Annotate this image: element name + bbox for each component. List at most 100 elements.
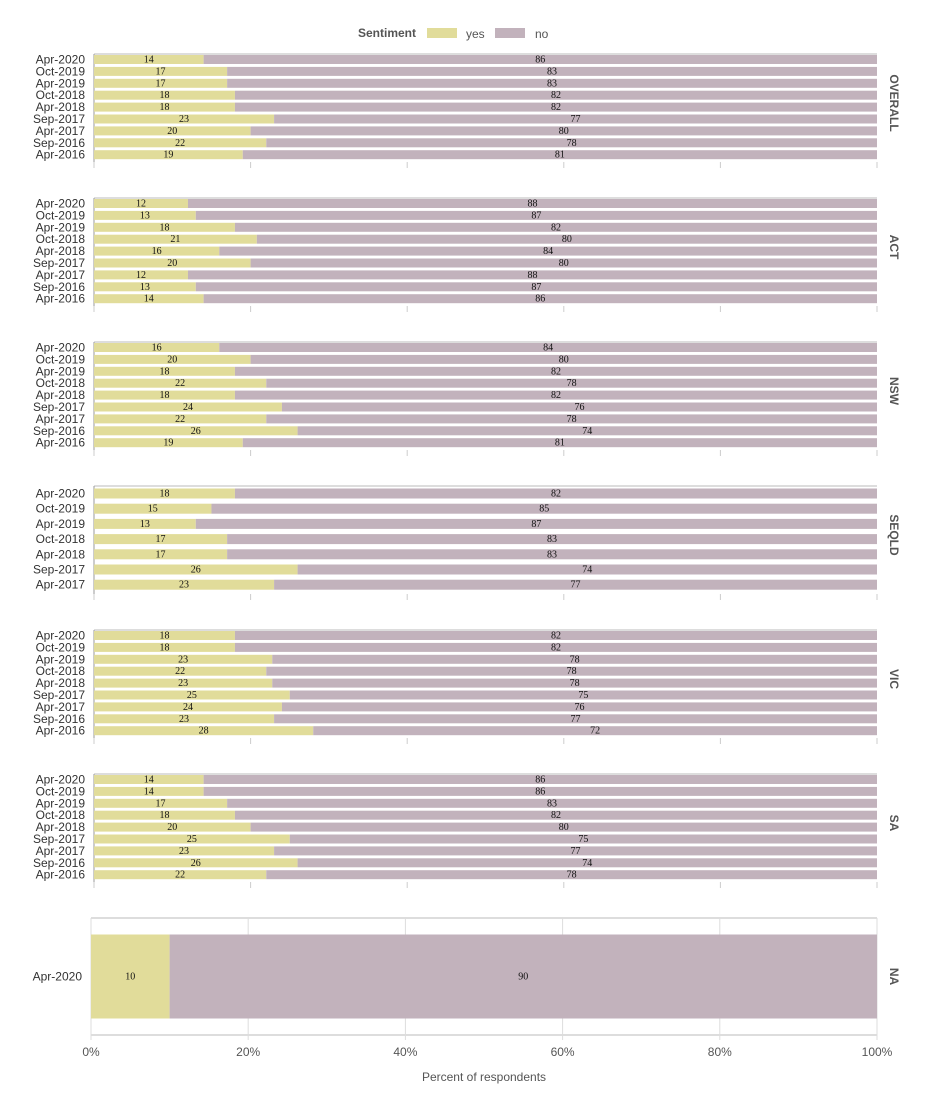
bar-no [227,534,878,545]
row-label: Sep-2017 [33,112,85,126]
data-label-yes: 17 [156,534,166,545]
data-label-no: 86 [535,294,545,305]
bar-yes [94,199,188,208]
bar-no [274,114,878,124]
bar-no [266,138,877,148]
bar-no [227,78,878,88]
data-label-no: 83 [547,534,557,545]
row-label: Apr-2017 [36,578,86,592]
data-label-no: 75 [578,690,588,701]
row-label: Apr-2017 [36,124,86,138]
facet-label: NSW [887,377,901,406]
row-label: Apr-2016 [36,292,86,306]
row-label: Apr-2017 [36,700,86,714]
facet-label: SEQLD [887,514,901,556]
bar-no [256,234,877,244]
data-label-no: 84 [543,343,553,354]
bar-no [219,343,877,352]
bar-no [297,858,878,868]
data-label-no: 80 [559,822,569,833]
row-label: Apr-2019 [36,364,86,378]
data-label-no: 77 [571,580,581,591]
bar-yes [94,270,188,280]
bar-yes [94,810,235,820]
bar-yes [94,234,257,244]
bar-yes [94,654,273,664]
data-label-yes: 20 [167,126,177,137]
bar-yes [94,126,251,136]
row-label: Sep-2016 [33,712,85,726]
data-label-no: 83 [547,78,557,89]
bar-no [250,354,878,364]
legend-title: Sentiment [358,26,416,40]
data-label-yes: 22 [175,414,185,425]
bar-yes [94,294,204,304]
data-label-yes: 12 [136,199,146,210]
bar-yes [94,210,196,220]
bar-no [187,199,877,208]
bar-no [234,488,877,499]
bar-yes [94,579,275,590]
bar-yes [94,858,298,868]
row-label: Apr-2017 [36,412,86,426]
bar-no [289,834,877,844]
data-label-no: 84 [543,246,553,257]
bar-no [234,102,877,112]
bar-yes [94,503,212,514]
row-label: Apr-2016 [36,436,86,450]
bar-yes [94,488,235,499]
data-label-no: 82 [551,489,561,500]
bar-no [234,90,877,100]
bar-yes [94,258,251,268]
data-label-yes: 22 [175,870,185,881]
data-label-no: 78 [567,378,577,389]
row-label: Apr-2020 [36,53,86,67]
row-label: Apr-2020 [36,341,86,355]
row-label: Apr-2018 [36,547,86,561]
data-label-no: 80 [559,354,569,365]
data-label-yes: 18 [159,390,169,401]
row-label: Sep-2017 [33,688,85,702]
row-label: Oct-2019 [36,640,86,654]
row-label: Oct-2019 [36,784,86,798]
data-label-no: 86 [535,775,545,786]
data-label-no: 78 [570,678,580,689]
data-label-yes: 10 [125,972,135,983]
data-label-yes: 17 [156,549,166,560]
data-label-no: 83 [547,66,557,77]
row-label: Apr-2017 [36,844,86,858]
facet-label: VIC [887,669,901,689]
data-label-yes: 13 [140,282,150,293]
bar-yes [94,846,275,856]
bar-yes [94,414,267,424]
legend-swatch-no [495,28,525,38]
bar-yes [94,354,251,364]
row-label: Oct-2018 [36,88,86,102]
bar-yes [94,714,275,724]
facet-label: ACT [887,235,901,260]
bar-yes [94,631,235,640]
data-label-yes: 22 [175,378,185,389]
bar-no [219,246,877,256]
row-label: Apr-2018 [36,820,86,834]
data-label-no: 74 [582,426,592,437]
bar-no [203,775,877,784]
data-label-no: 81 [555,150,565,161]
data-label-yes: 23 [179,580,189,591]
data-label-no: 77 [571,114,581,125]
data-label-no: 72 [590,726,600,737]
bar-yes [94,678,273,688]
row-label: Apr-2018 [36,244,86,258]
row-label: Apr-2018 [36,676,86,690]
bar-no [272,654,877,664]
row-label: Oct-2019 [36,64,86,78]
row-label: Oct-2019 [36,208,86,222]
bar-yes [94,518,196,529]
bar-no [227,66,878,76]
data-label-no: 82 [551,642,561,653]
bar-no [272,678,877,688]
data-label-no: 88 [527,199,537,210]
bar-no [211,503,877,514]
